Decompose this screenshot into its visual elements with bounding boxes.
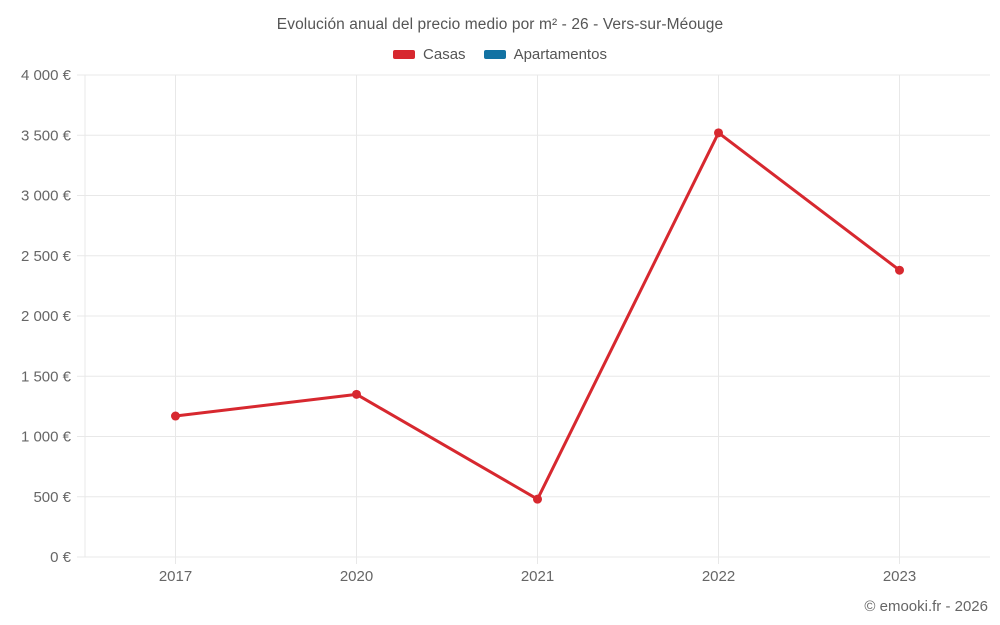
legend-swatch-casas [393,50,416,59]
x-tick-label: 2023 [883,568,916,585]
data-point[interactable] [895,265,904,275]
y-tick-label: 500 € [33,489,71,506]
y-tick-label: 4 000 € [21,67,72,84]
y-tick-label: 3 000 € [21,188,72,205]
y-tick-label: 0 € [50,549,72,566]
x-tick-label: 2020 [340,568,373,585]
legend-item-casas[interactable]: Casas [393,46,466,63]
legend-label-apartamentos: Apartamentos [513,46,607,63]
y-tick-label: 2 000 € [21,308,72,325]
data-point[interactable] [171,411,180,421]
x-tick-label: 2017 [159,568,192,585]
data-point[interactable] [714,128,723,138]
y-tick-label: 3 500 € [21,127,72,144]
legend-swatch-apartamentos [483,50,506,59]
chart-title: Evolución anual del precio medio por m² … [276,16,724,33]
legend-label-casas: Casas [423,46,466,63]
legend: Casas Apartamentos [0,46,1000,63]
x-tick-label: 2022 [702,568,735,585]
y-tick-label: 1 000 € [21,429,72,446]
y-tick-label: 1 500 € [21,368,72,385]
footer-credit: © emooki.fr - 2026 [864,598,988,615]
x-tick-label: 2021 [521,568,554,585]
data-point[interactable] [533,494,542,504]
legend-item-apartamentos[interactable]: Apartamentos [483,46,607,63]
data-point[interactable] [352,389,361,399]
y-tick-label: 2 500 € [21,248,72,265]
